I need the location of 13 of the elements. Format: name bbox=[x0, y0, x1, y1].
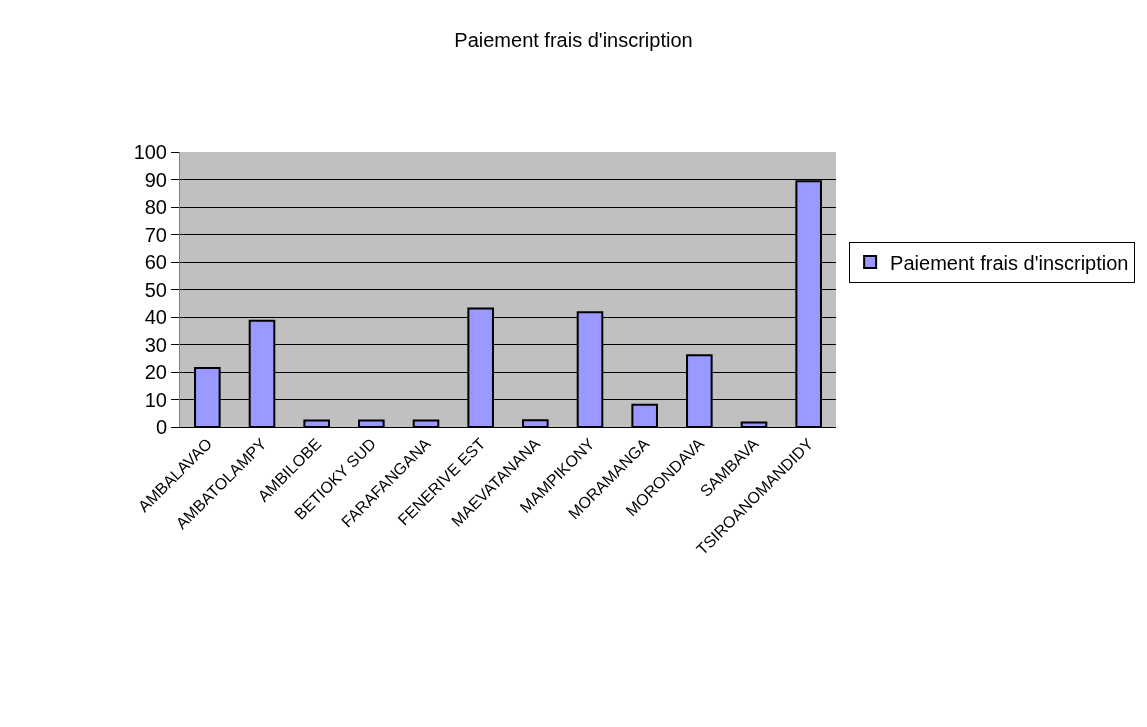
y-tick-label: 100 bbox=[133, 141, 167, 163]
y-tick-label: 30 bbox=[144, 333, 167, 356]
y-tick-label: 70 bbox=[144, 223, 167, 246]
y-tick-label: 0 bbox=[155, 416, 167, 438]
y-tick-label: 60 bbox=[144, 251, 167, 273]
y-tick-label: 40 bbox=[144, 306, 167, 328]
y-tick-label: 90 bbox=[144, 168, 167, 191]
y-tick-label: 80 bbox=[144, 196, 167, 218]
legend-label: Paiement frais d'inscription bbox=[890, 251, 1129, 274]
y-tick-label: 50 bbox=[144, 278, 167, 301]
y-tick-label: 20 bbox=[144, 361, 167, 383]
chart-title: Paiement frais d'inscription bbox=[454, 28, 693, 51]
y-tick-label: 10 bbox=[144, 388, 167, 411]
